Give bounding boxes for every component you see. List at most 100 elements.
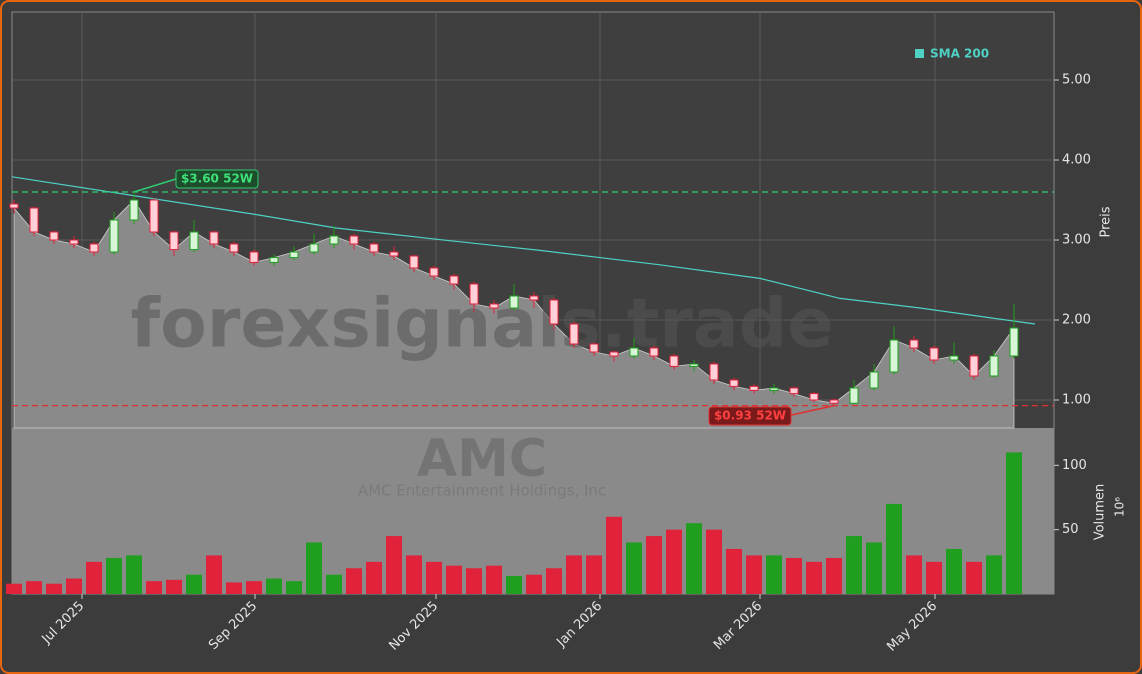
candle-body [909,339,919,349]
annotation-arrow [133,178,177,193]
candle-body [29,207,39,233]
y-axis-label: Volumen [1093,484,1108,541]
volume-bar [146,581,162,594]
sma-line [11,176,1036,325]
candle-body [289,251,299,259]
candle-body [489,303,499,309]
y-tick-label: 3.00 [1062,233,1091,248]
candle-body [669,355,679,367]
volume-bar [626,542,642,594]
candle-body [149,199,159,233]
volume-bar [826,557,842,594]
candle-body [929,347,939,361]
candle-body [889,339,899,373]
candle-body [509,295,519,309]
candle-body [569,323,579,345]
candle-body [409,255,419,269]
volume-bar [286,581,302,594]
candle-body [969,355,979,377]
volume-bar [446,565,462,594]
candle-body [309,243,319,253]
volume-bar [546,568,562,594]
volume-bar [346,568,362,594]
volume-bar [646,536,662,594]
y-tick-label: 4.00 [1062,153,1091,168]
volume-bar [726,548,742,594]
candle-body [1009,327,1019,357]
watermark-name: AMC Entertainment Holdings, Inc [358,482,606,500]
volume-bar [906,555,922,594]
candle-body [269,257,279,263]
candle-body [349,235,359,245]
volume-bar [406,555,422,594]
volume-bar [266,578,282,594]
candle-body [989,355,999,377]
y-axis-label: Preis [1099,206,1114,237]
candle-body [689,363,699,367]
volume-bar [46,583,62,594]
candle-body [869,371,879,389]
candle-body [609,351,619,357]
volume-bar [26,581,42,594]
volume-bar [566,555,582,594]
volume-bar [326,574,342,594]
candle-body [749,385,759,391]
volume-bar [746,555,762,594]
y-tick-label: 1.00 [1062,393,1091,408]
candle-body [129,199,139,221]
candle-body [429,267,439,277]
volume-bar [486,565,502,594]
volume-bar [106,557,122,594]
volume-bar [686,523,702,594]
volume-bar [66,578,82,594]
annotation-box [708,406,792,426]
candle-body [709,363,719,381]
candle-body [789,387,799,395]
volume-bar [426,561,442,594]
volume-bar [306,542,322,594]
volume-bar [866,542,882,594]
candle-body [189,231,199,251]
volume-bar [186,574,202,594]
volume-bar [666,529,682,594]
volume-bar [886,503,902,594]
candle-body [389,251,399,257]
annotation-label: $3.60 52W [181,172,253,186]
candle-body [629,347,639,357]
candle-body [89,243,99,253]
volume-bar [246,581,262,594]
volume-bar [706,529,722,594]
candle-body [369,243,379,253]
volume-bar [806,561,822,594]
candle-body [809,393,819,401]
candle-body [729,379,739,387]
candle-body [549,299,559,325]
volume-bar [1006,452,1022,594]
volume-bar [226,582,242,594]
candle-body [949,355,959,361]
watermark: forexsignals.trade [131,285,834,364]
y-tick-label: 50 [1062,522,1079,537]
volume-bar [206,555,222,594]
volume-bar [526,574,542,594]
volume-bar [606,516,622,594]
candle-body [849,387,859,404]
volume-bar [966,561,982,594]
volume-bar [86,561,102,594]
candle-body [769,387,779,391]
volume-bar [986,555,1002,594]
volume-bar [586,555,602,594]
legend-label: SMA 200 [930,47,989,61]
annotation-arrow [786,404,835,417]
volume-bar [766,555,782,594]
y-tick-label: 100 [1062,458,1087,473]
candle-body [169,231,179,251]
y-tick-label: 2.00 [1062,313,1091,328]
volume-bar [166,579,182,594]
candle-body [69,239,79,245]
candle-body [109,219,119,253]
candle-body [209,231,219,245]
volume-bar [506,575,522,594]
